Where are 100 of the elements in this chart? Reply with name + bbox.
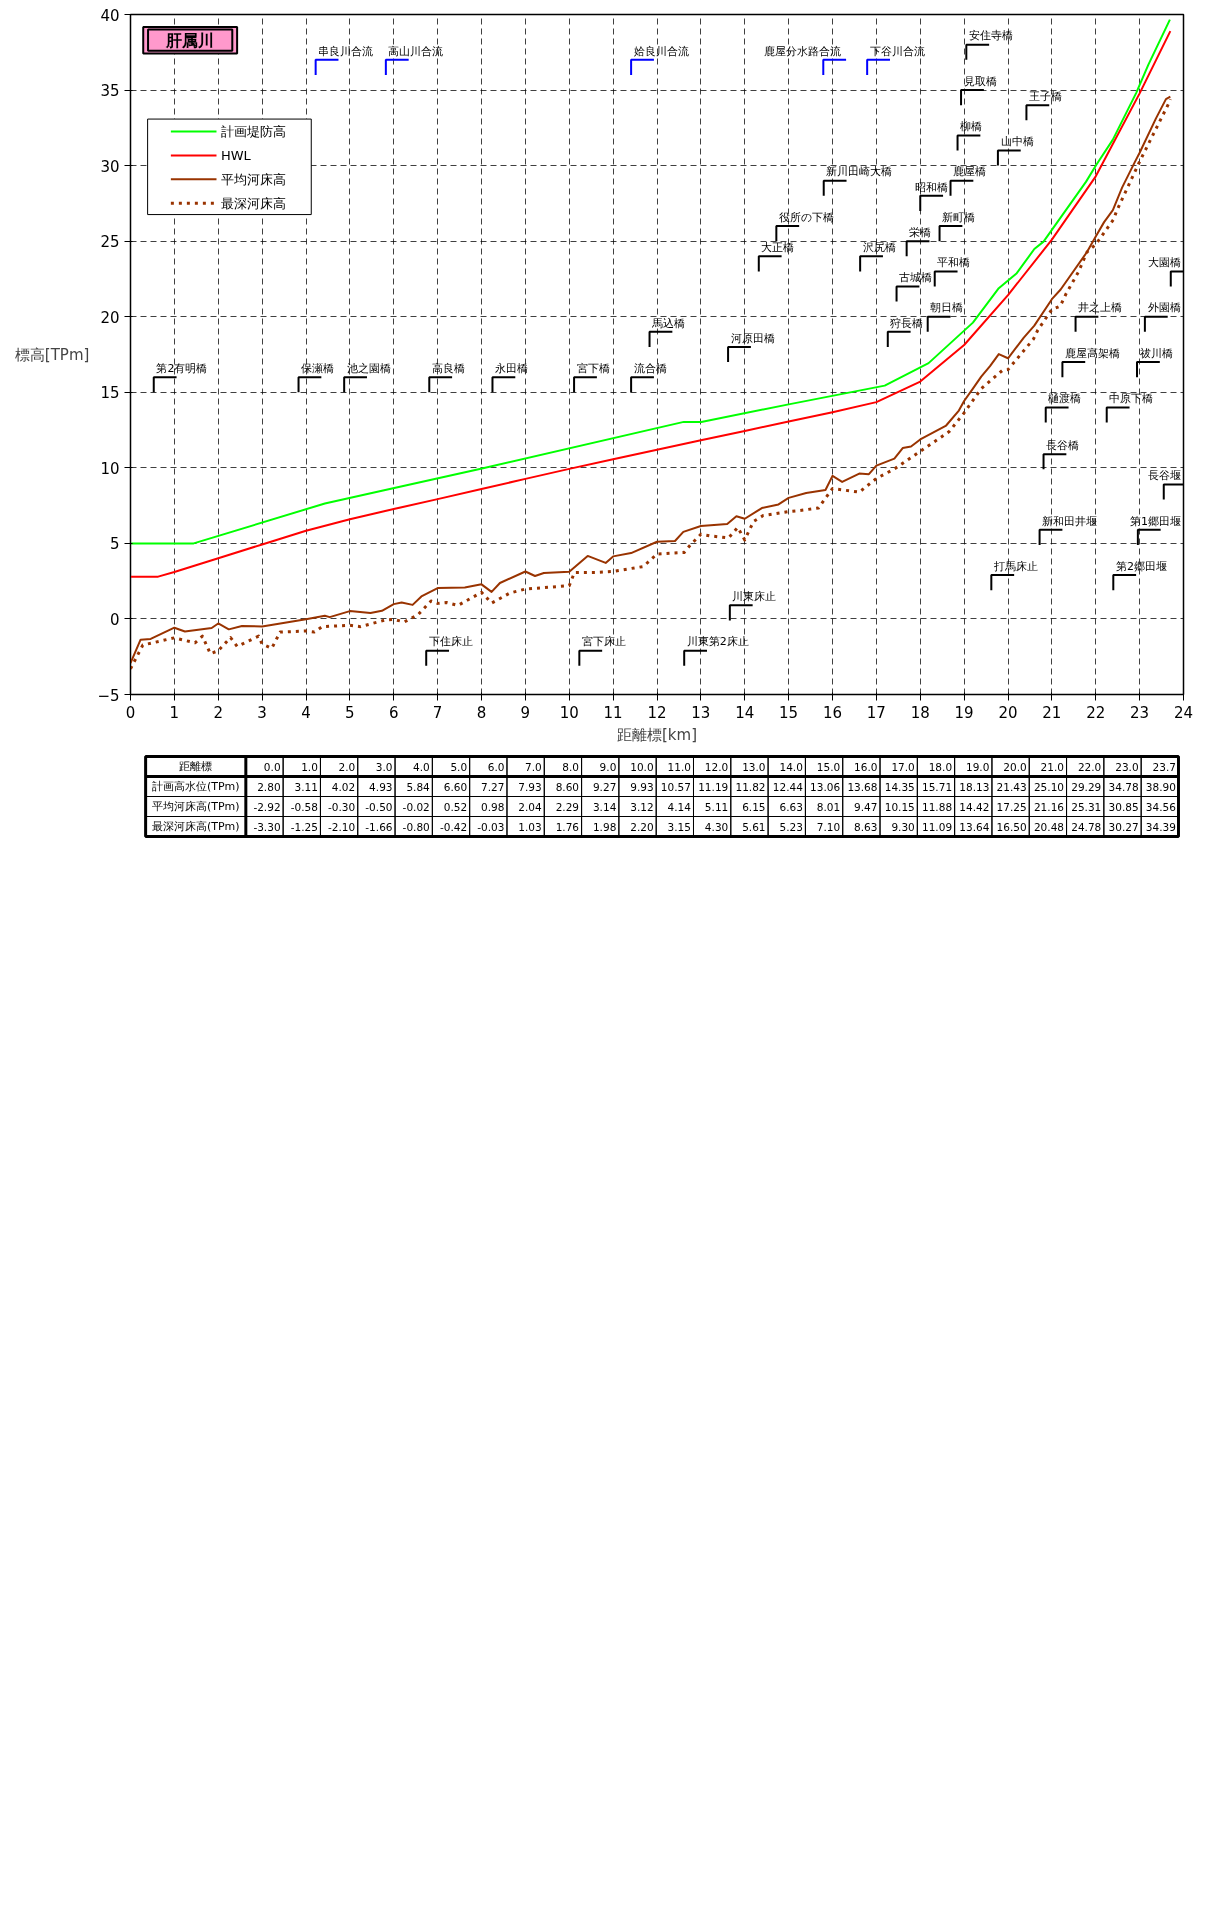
text: 8.60 <box>555 780 580 793</box>
annotation: 鹿屋分水路合流 <box>764 44 842 58</box>
x-tick-label: 9 <box>520 703 531 722</box>
text: 10.57 <box>660 780 691 793</box>
x-tick-label: 20 <box>998 703 1018 722</box>
text: 30.27 <box>1108 820 1139 833</box>
y-tick-label: 20 <box>100 308 120 327</box>
text: 38.90 <box>1145 780 1176 793</box>
text: 18.13 <box>959 780 990 793</box>
annotation: 姶良川合流 <box>633 44 689 58</box>
text: 15.0 <box>816 760 841 773</box>
text: 2.20 <box>630 820 654 833</box>
x-tick-label: 8 <box>476 703 487 722</box>
text: 3.15 <box>667 820 691 833</box>
annotation: 朝日橋 <box>930 301 964 315</box>
text: 17.25 <box>996 800 1027 813</box>
annotation: 樋渡橋 <box>1048 392 1082 406</box>
text: 34.78 <box>1108 780 1139 793</box>
y-axis-title: 標高[TPm] <box>14 345 90 364</box>
annotation: 下住床止 <box>428 635 473 649</box>
annotation: 川東第2床止 <box>686 635 749 649</box>
text: 最深河床高(TPm) <box>151 820 240 833</box>
annotation: 大正橋 <box>761 241 795 255</box>
text: 19.0 <box>966 760 990 773</box>
text: 16.0 <box>854 760 878 773</box>
text: 23.7 <box>1152 760 1176 773</box>
text: 3.11 <box>294 780 318 793</box>
text: 30.85 <box>1108 800 1139 813</box>
text: 6.63 <box>779 800 803 813</box>
text: -2.92 <box>253 800 281 813</box>
text: 3.14 <box>592 800 617 813</box>
text: 2.29 <box>555 800 580 813</box>
text: 21.16 <box>1033 800 1065 813</box>
y-tick-label: 40 <box>100 6 120 25</box>
annotation: 長谷橋 <box>1046 438 1080 452</box>
legend-label: HWL <box>220 147 252 163</box>
annotation: 新町橋 <box>942 210 976 224</box>
text: -1.66 <box>365 820 393 833</box>
annotation: 鹿屋橋 <box>953 165 987 179</box>
text: 2.04 <box>518 800 543 813</box>
x-tick-label: 23 <box>1130 703 1150 722</box>
text: 13.64 <box>959 820 990 833</box>
text: 13.0 <box>742 760 766 773</box>
text: -0.42 <box>439 820 468 833</box>
annotation: 見取橋 <box>963 74 997 88</box>
annotation: 宮下床止 <box>581 635 626 649</box>
annotation: 宮下橋 <box>576 361 610 375</box>
legend-label: 計画堤防高 <box>220 124 286 140</box>
annotation: 高良橋 <box>431 361 465 375</box>
annotation: 新和田井堰 <box>1042 514 1098 528</box>
text: -3.30 <box>253 820 281 833</box>
annotation: 大園橋 <box>1148 256 1182 270</box>
annotation: 中原下橋 <box>1109 392 1154 406</box>
annotation: 栄橋 <box>909 225 932 239</box>
text: 34.56 <box>1145 800 1177 813</box>
text: 24.78 <box>1071 820 1102 833</box>
text: 25.31 <box>1071 800 1102 813</box>
annotation: 打馬床止 <box>992 559 1038 573</box>
annotation: 流合橋 <box>633 361 667 375</box>
annotation: 柳橋 <box>960 120 983 134</box>
text: 11.88 <box>922 800 953 813</box>
text: 3.12 <box>630 800 654 813</box>
text: 6.60 <box>443 780 468 793</box>
text: 4.0 <box>413 760 430 773</box>
x-axis-title: 距離標[km] <box>617 725 698 744</box>
annotation: 下谷川合流 <box>869 44 925 58</box>
text: 6.15 <box>742 800 766 813</box>
annotation: 新川田崎大橋 <box>826 165 893 179</box>
text: 1.03 <box>518 820 542 833</box>
text: 11.0 <box>667 760 691 773</box>
legend-label: 平均河床高 <box>220 171 286 187</box>
text: 2.0 <box>338 760 356 773</box>
annotation: 沢尻橋 <box>862 241 896 255</box>
text: -0.58 <box>290 800 318 813</box>
text: 7.10 <box>816 820 841 833</box>
annotation: 王子橋 <box>1029 89 1063 103</box>
text: 18.0 <box>928 760 953 773</box>
text: -0.50 <box>365 800 393 813</box>
annotation: 川東床止 <box>732 590 777 604</box>
text: 13.68 <box>847 780 878 793</box>
text: 16.50 <box>996 820 1027 833</box>
text: 4.02 <box>331 780 356 793</box>
text: 距離標 <box>179 760 213 773</box>
text: 20.0 <box>1003 760 1027 773</box>
text: 4.30 <box>704 820 729 833</box>
x-tick-label: 17 <box>866 703 886 722</box>
text: 計画高水位(TPm) <box>151 780 240 793</box>
text: 5.23 <box>779 820 803 833</box>
y-tick-label: −5 <box>97 686 120 705</box>
text: 17.0 <box>891 760 915 773</box>
text: 2.80 <box>257 780 281 793</box>
text: 25.10 <box>1033 780 1064 793</box>
text: 20.48 <box>1033 820 1064 833</box>
text: 1.76 <box>555 820 580 833</box>
x-tick-label: 24 <box>1173 703 1194 722</box>
text: -1.25 <box>290 820 318 833</box>
text: 7.93 <box>518 780 542 793</box>
annotation: 平和橋 <box>937 256 971 270</box>
text: 10.0 <box>630 760 654 773</box>
text: 0.98 <box>481 800 505 813</box>
